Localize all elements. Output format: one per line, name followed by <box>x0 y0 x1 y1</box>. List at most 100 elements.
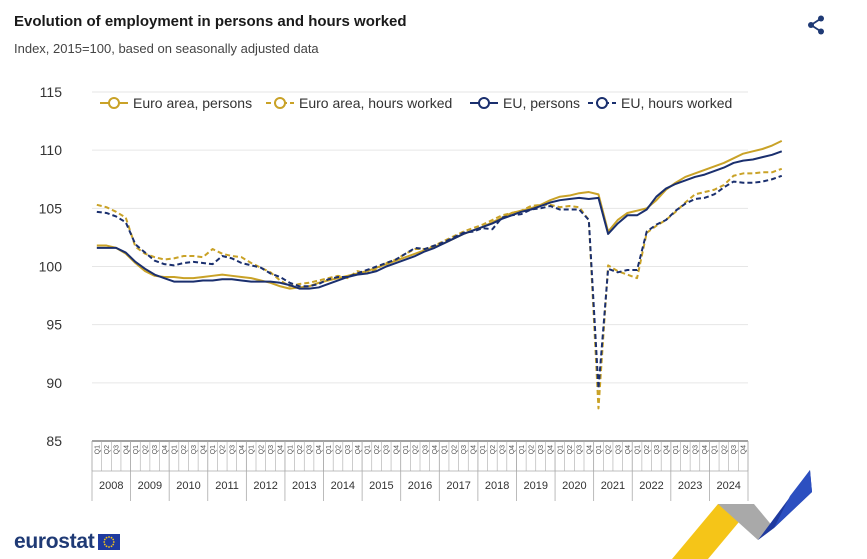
quarter-tick-label: Q4 <box>664 445 671 454</box>
series-line <box>96 167 783 410</box>
quarter-tick-label: Q2 <box>721 445 728 454</box>
quarter-tick-label: Q3 <box>731 445 738 454</box>
quarter-tick-label: Q1 <box>712 445 719 454</box>
year-tick-label: 2014 <box>331 480 355 492</box>
quarter-tick-label: Q4 <box>586 445 593 454</box>
quarter-tick-label: Q1 <box>635 445 642 454</box>
quarter-tick-label: Q1 <box>519 445 526 454</box>
quarter-tick-label: Q2 <box>644 445 651 454</box>
quarter-tick-label: Q3 <box>152 445 159 454</box>
legend-label: Euro area, persons <box>133 95 252 111</box>
quarter-tick-label: Q3 <box>654 445 661 454</box>
year-tick-label: 2020 <box>562 480 586 492</box>
legend-label: EU, persons <box>503 95 580 111</box>
quarter-tick-label: Q2 <box>220 445 227 454</box>
year-tick-label: 2012 <box>253 480 277 492</box>
year-tick-label: 2016 <box>408 480 432 492</box>
quarter-tick-label: Q2 <box>606 445 613 454</box>
y-tick-label: 95 <box>46 317 62 333</box>
quarter-tick-label: Q1 <box>287 445 294 454</box>
legend-marker-symbol <box>108 97 120 109</box>
quarter-tick-label: Q2 <box>451 445 458 454</box>
quarter-tick-label: Q1 <box>94 445 101 454</box>
quarter-tick-label: Q4 <box>393 445 400 454</box>
quarter-tick-label: Q2 <box>297 445 304 454</box>
quarter-tick-label: Q1 <box>403 445 410 454</box>
year-tick-label: 2010 <box>176 480 200 492</box>
y-tick-label: 85 <box>46 433 62 449</box>
quarter-tick-label: Q2 <box>336 445 343 454</box>
quarter-tick-label: Q1 <box>326 445 333 454</box>
quarter-tick-label: Q4 <box>702 445 709 454</box>
legend-item[interactable]: EU, hours worked <box>588 95 732 111</box>
eurostat-logo: eurostat <box>14 530 121 553</box>
y-tick-label: 90 <box>46 375 62 391</box>
quarter-tick-label: Q1 <box>480 445 487 454</box>
quarter-tick-label: Q2 <box>143 445 150 454</box>
chart-title: Evolution of employment in persons and h… <box>14 13 407 30</box>
quarter-tick-label: Q3 <box>191 445 198 454</box>
quarter-tick-label: Q4 <box>548 445 555 454</box>
year-tick-label: 2024 <box>716 480 740 492</box>
quarter-tick-label: Q2 <box>104 445 111 454</box>
year-tick-label: 2013 <box>292 480 316 492</box>
quarter-tick-label: Q3 <box>114 445 121 454</box>
quarter-tick-label: Q4 <box>625 445 632 454</box>
year-tick-label: 2011 <box>215 480 239 492</box>
quarter-tick-label: Q3 <box>577 445 584 454</box>
quarter-tick-label: Q3 <box>345 445 352 454</box>
quarter-tick-label: Q4 <box>278 445 285 454</box>
year-tick-label: 2008 <box>99 480 123 492</box>
legend-item[interactable]: EU, persons <box>470 95 580 111</box>
quarter-tick-label: Q2 <box>374 445 381 454</box>
eu-flag-icon <box>98 534 121 550</box>
chart-subtitle: Index, 2015=100, based on seasonally adj… <box>14 41 319 56</box>
quarter-tick-label: Q3 <box>384 445 391 454</box>
quarter-tick-label: Q1 <box>673 445 680 454</box>
quarter-tick-label: Q4 <box>316 445 323 454</box>
quarter-tick-label: Q4 <box>200 445 207 454</box>
share-icon[interactable] <box>806 14 826 36</box>
legend[interactable]: Euro area, persons Euro area, hours worke… <box>100 95 732 111</box>
legend-label: EU, hours worked <box>621 95 732 111</box>
y-tick-label: 100 <box>39 259 63 275</box>
quarter-tick-label: Q4 <box>239 445 246 454</box>
quarter-tick-label: Q1 <box>364 445 371 454</box>
quarter-tick-label: Q3 <box>500 445 507 454</box>
quarter-tick-label: Q4 <box>355 445 362 454</box>
quarter-tick-label: Q3 <box>538 445 545 454</box>
legend-marker-symbol <box>478 97 490 109</box>
y-tick-label: 110 <box>40 142 63 158</box>
quarter-tick-label: Q4 <box>123 445 130 454</box>
series-lines <box>96 139 783 410</box>
y-axis: 85 90 95 100 105 110 115 <box>39 84 63 449</box>
quarter-tick-label: Q4 <box>741 445 748 454</box>
quarter-tick-label: Q3 <box>461 445 468 454</box>
quarter-tick-label: Q4 <box>471 445 478 454</box>
year-tick-label: 2017 <box>446 480 470 492</box>
year-tick-label: 2021 <box>601 480 625 492</box>
quarter-tick-label: Q1 <box>172 445 179 454</box>
quarter-tick-label: Q1 <box>249 445 256 454</box>
grid-lines <box>92 91 748 384</box>
year-tick-label: 2009 <box>138 480 162 492</box>
quarter-tick-label: Q3 <box>268 445 275 454</box>
legend-label: Euro area, hours worked <box>299 95 452 111</box>
series-line <box>96 174 783 390</box>
series-line <box>96 150 783 290</box>
quarter-tick-label: Q3 <box>615 445 622 454</box>
decorative-chevron-graphic <box>672 470 812 559</box>
legend-item[interactable]: Euro area, hours worked <box>266 95 452 111</box>
quarter-tick-label: Q2 <box>683 445 690 454</box>
legend-item[interactable]: Euro area, persons <box>100 95 252 111</box>
year-tick-label: 2019 <box>524 480 548 492</box>
logo-text: eurostat <box>14 530 95 553</box>
quarter-tick-label: Q2 <box>258 445 265 454</box>
quarter-tick-label: Q3 <box>692 445 699 454</box>
quarter-tick-label: Q2 <box>567 445 574 454</box>
quarter-tick-label: Q3 <box>422 445 429 454</box>
quarter-tick-label: Q1 <box>210 445 217 454</box>
year-tick-label: 2023 <box>678 480 702 492</box>
quarter-tick-label: Q1 <box>442 445 449 454</box>
